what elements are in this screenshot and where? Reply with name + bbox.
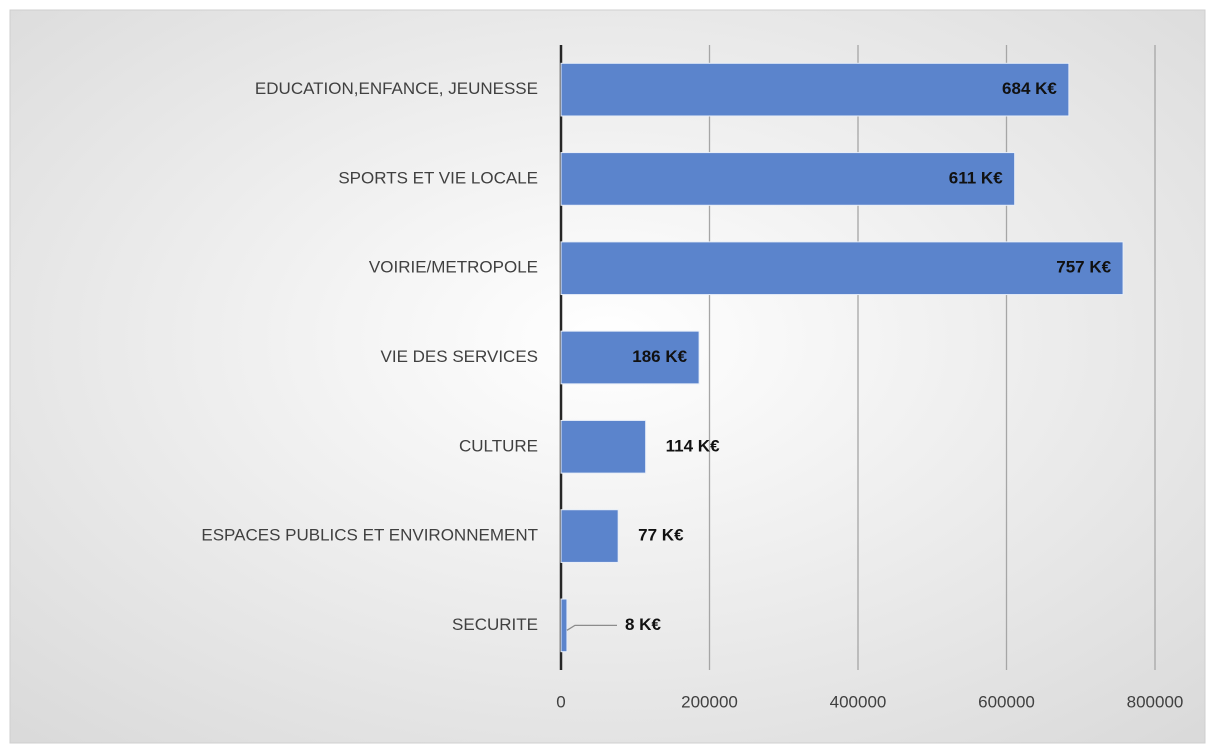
y-tick-label: VOIRIE/METROPOLE [369, 258, 538, 277]
data-label: 757 K€ [1056, 258, 1111, 277]
data-label: 186 K€ [632, 347, 687, 366]
data-label: 114 K€ [666, 436, 720, 455]
data-label: 77 K€ [638, 526, 684, 545]
bar [560, 152, 1016, 206]
x-tick-label: 600000 [978, 692, 1035, 711]
bar [560, 62, 1070, 117]
y-tick-label: EDUCATION,ENFANCE, JEUNESSE [255, 79, 538, 98]
bar [560, 509, 619, 563]
bar [560, 419, 647, 474]
bar [560, 241, 1124, 296]
x-tick-label: 800000 [1127, 692, 1184, 711]
y-tick-label: SPORTS ET VIE LOCALE [338, 168, 538, 187]
y-tick-label: ESPACES PUBLICS ET ENVIRONNEMENT [201, 526, 538, 545]
x-tick-label: 400000 [830, 692, 887, 711]
y-tick-label: SECURITE [452, 615, 538, 634]
bar [560, 330, 700, 385]
y-tick-label: CULTURE [459, 436, 538, 455]
data-label: 684 K€ [1002, 79, 1057, 98]
x-tick-label: 200000 [681, 692, 738, 711]
y-tick-label: VIE DES SERVICES [381, 347, 538, 366]
data-label: 611 K€ [949, 168, 1003, 187]
x-tick-label: 0 [556, 692, 565, 711]
bar [560, 598, 568, 653]
leader-line [566, 624, 617, 631]
data-label: 8 K€ [625, 615, 661, 634]
